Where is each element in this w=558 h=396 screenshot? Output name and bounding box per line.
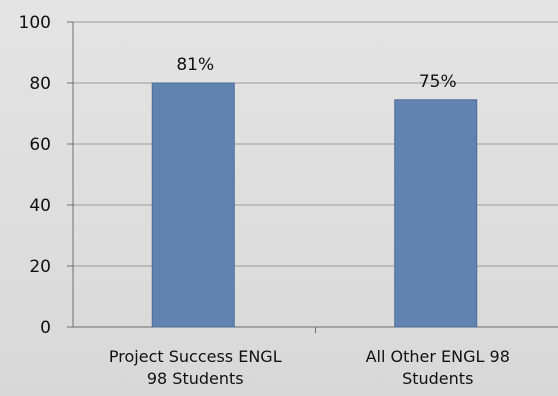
category-label-1-line-1: Students — [402, 369, 473, 388]
y-tick-label-4: 80 — [29, 74, 51, 94]
data-label-1: 75% — [419, 72, 457, 92]
data-label-0: 81% — [176, 55, 214, 75]
y-tick-label-1: 20 — [29, 257, 51, 277]
category-label-0-line-0: Project Success ENGL — [109, 347, 282, 366]
y-tick-label-5: 100 — [19, 13, 51, 33]
category-label-1-line-0: All Other ENGL 98 — [366, 347, 510, 366]
y-tick-label-2: 40 — [29, 196, 51, 216]
category-label-0-line-1: 98 Students — [147, 369, 244, 388]
y-tick-label-0: 0 — [40, 318, 51, 338]
y-tick-label-3: 60 — [29, 135, 51, 155]
bar-1 — [394, 99, 478, 328]
bar-0 — [151, 82, 235, 328]
